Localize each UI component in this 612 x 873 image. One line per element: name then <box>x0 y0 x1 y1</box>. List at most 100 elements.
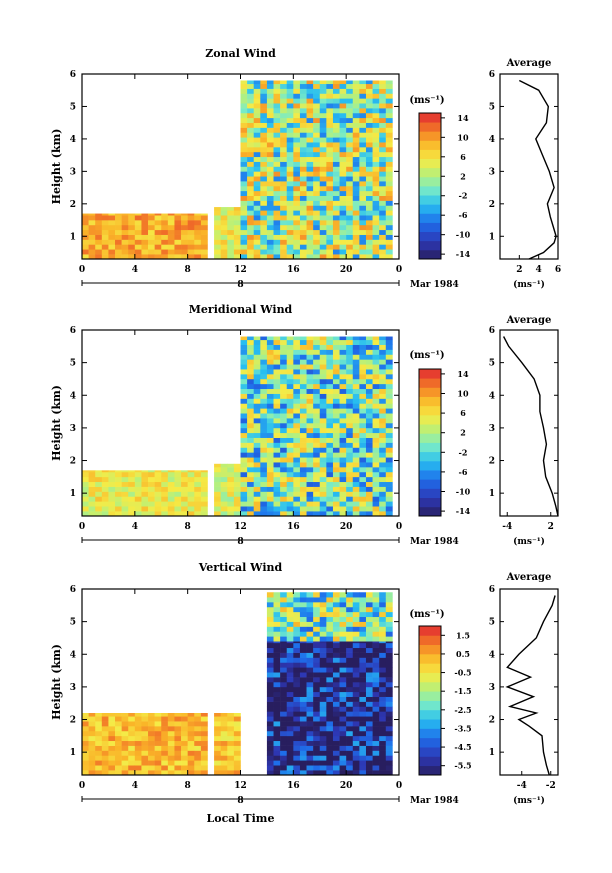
heatmap-cell <box>359 88 367 94</box>
heatmap-cell <box>260 166 268 172</box>
heatmap-cell <box>365 726 373 732</box>
panel-zonal-wind <box>81 73 559 286</box>
heatmap-cell <box>115 506 122 512</box>
heatmap-cell <box>88 476 96 483</box>
heatmap-cell <box>260 103 268 109</box>
heatmap-cell <box>332 239 340 245</box>
heatmap-cell <box>319 770 327 776</box>
heatmap-cell <box>266 667 274 673</box>
heatmap-cell <box>280 244 288 250</box>
heatmap-cell <box>339 770 347 776</box>
heatmap-cell <box>365 349 373 355</box>
colorbar-swatch <box>419 700 441 711</box>
heatmap-cell <box>299 344 307 350</box>
heatmap-cell <box>260 378 268 385</box>
heatmap-cell <box>306 626 314 632</box>
heatmap-cell <box>372 501 380 507</box>
heatmap-cell <box>352 122 360 128</box>
heatmap-cell <box>187 740 195 746</box>
colorbar-swatch <box>419 479 441 489</box>
heatmap-cell <box>306 181 314 187</box>
heatmap-cell <box>359 427 367 434</box>
heatmap-cell <box>101 471 109 478</box>
heatmap-cell <box>326 511 334 517</box>
heatmap-cell <box>286 185 294 192</box>
heatmap-cell <box>326 205 334 211</box>
heatmap-cell <box>194 476 202 483</box>
heatmap-cell <box>372 486 380 492</box>
heatmap-cell <box>365 383 373 390</box>
heatmap-cell <box>365 418 373 424</box>
profile-line <box>518 79 557 260</box>
heatmap-cell <box>346 195 354 201</box>
heatmap-cell <box>260 432 268 438</box>
heatmap-cell <box>266 462 274 468</box>
heatmap-cell <box>247 437 254 443</box>
heatmap-cell <box>286 364 294 370</box>
heatmap-cell <box>339 93 347 99</box>
colorbar-swatch <box>419 113 441 123</box>
heatmap-cell <box>326 706 334 712</box>
heatmap-cell <box>346 636 354 642</box>
heatmap-cell <box>339 369 347 375</box>
heatmap-cell <box>379 750 387 756</box>
heatmap-cell <box>372 755 380 761</box>
heatmap-cell <box>293 481 301 487</box>
heatmap-cell <box>299 127 307 133</box>
heatmap-cell <box>306 621 314 627</box>
heatmap-cell <box>306 408 314 414</box>
heatmap-cell <box>332 486 340 492</box>
heatmap-cell <box>306 359 314 365</box>
heatmap-cell <box>365 592 373 598</box>
heatmap-cell <box>266 185 274 192</box>
heatmap-cell <box>240 215 248 221</box>
heatmap-cell <box>332 254 340 260</box>
colorbar-swatch <box>419 414 441 425</box>
heatmap-cell <box>332 750 340 756</box>
heatmap-cell <box>174 713 182 717</box>
profile-y-tick-label: 5 <box>489 618 495 628</box>
heatmap-cell <box>154 716 162 722</box>
heatmap-cell <box>253 108 261 114</box>
heatmap-cell <box>365 652 373 658</box>
heatmap-cell <box>293 364 301 370</box>
heatmap-cell <box>200 735 208 742</box>
heatmap-cell <box>240 249 248 255</box>
heatmap-cell <box>108 471 116 478</box>
heatmap-cell <box>280 122 288 128</box>
heatmap-cell <box>385 388 393 394</box>
heatmap-cell <box>326 369 334 375</box>
heatmap-cell <box>313 142 321 148</box>
heatmap-cell <box>299 388 307 394</box>
heatmap-cell <box>233 511 241 517</box>
heatmap-cell <box>148 501 155 507</box>
heatmap-cell <box>293 336 301 341</box>
heatmap-cell <box>286 166 294 172</box>
heatmap-cell <box>352 491 360 497</box>
heatmap-cell <box>95 511 103 517</box>
heatmap-cell <box>247 224 254 231</box>
heatmap-cell <box>326 750 334 756</box>
heatmap-cell <box>134 745 142 751</box>
heatmap-cell <box>240 83 248 89</box>
heatmap-cell <box>306 239 314 245</box>
heatmap-cell <box>247 122 254 128</box>
heatmap-cell <box>101 745 109 751</box>
heatmap-cell <box>339 740 347 746</box>
heatmap-cell <box>266 606 274 613</box>
heatmap-cell <box>332 636 340 642</box>
heatmap-cell <box>352 511 360 517</box>
heatmap-cell <box>233 496 241 502</box>
heatmap-cell <box>365 364 373 370</box>
heatmap-cell <box>266 393 274 399</box>
heatmap-cell <box>240 344 248 350</box>
heatmap-cell <box>280 383 288 390</box>
heatmap-cell <box>299 369 307 375</box>
heatmap-cell <box>359 166 367 172</box>
heatmap-cell <box>266 740 274 746</box>
heatmap-cell <box>352 205 360 211</box>
heatmap-cell <box>372 662 380 668</box>
heatmap-cell <box>247 112 254 119</box>
heatmap-cell <box>253 210 261 216</box>
